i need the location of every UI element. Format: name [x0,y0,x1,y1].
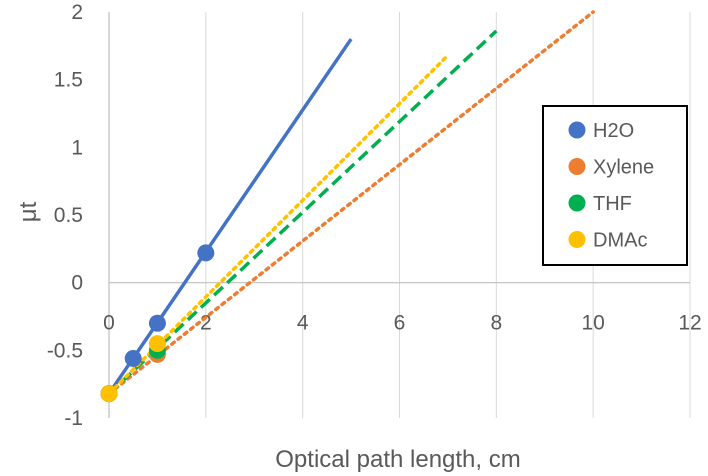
trendline-dmac [107,53,450,396]
point-h2o-3 [197,244,215,262]
x-axis-title: Optical path length, cm [275,446,520,473]
x-tick-label: 2 [200,312,212,335]
point-h2o-1 [124,349,142,367]
legend-label-h2o: H2O [593,120,634,142]
legend-marker-xylene [568,158,586,175]
y-tick-label: -0.5 [47,339,83,362]
x-tick-label: 8 [490,312,502,335]
trendline-xylene [107,10,595,396]
x-tick-label: 12 [678,312,701,335]
x-tick-label: 6 [394,312,406,335]
axes [108,12,690,418]
legend: H2O Xylene THF DMAc [542,105,688,266]
legend-box [542,105,688,266]
point-dmac-0 [100,385,118,403]
legend-marker-thf [568,194,586,212]
y-tick-label: 1 [71,136,83,159]
y-tick-label: 1.5 [54,69,83,92]
trendline-h2o [107,38,353,395]
y-tick-label: -1 [64,407,83,430]
legend-label-dmac: DMAc [593,230,647,252]
trendline-thf [107,29,498,395]
point-h2o-2 [148,314,166,332]
legend-marker-h2o [568,121,586,139]
tick-labels: 0 2 4 6 8 10 12 2 1.5 1 0.5 0 -0.5 -1 [47,1,702,430]
x-tick-label: 4 [297,312,309,335]
y-tick-label: 0.5 [54,204,83,227]
x-tick-label: 10 [581,312,604,335]
point-dmac-1 [148,335,166,353]
series-group [100,10,595,403]
y-tick-label: 0 [71,272,83,295]
y-axis-title: μt [15,201,42,222]
y-tick-label: 2 [71,1,83,24]
legend-label-thf: THF [593,193,632,215]
legend-marker-dmac [568,231,586,248]
x-tick-label: 0 [103,312,115,335]
legend-label-xylene: Xylene [593,157,654,179]
